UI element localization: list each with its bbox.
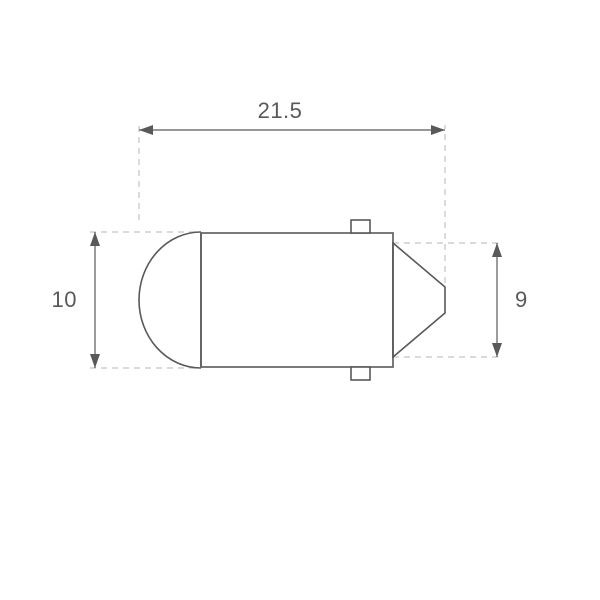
bulb-outline xyxy=(139,232,201,368)
dim-label-height-left: 10 xyxy=(52,287,77,312)
dim-label-width: 21.5 xyxy=(258,98,303,123)
pin-top xyxy=(351,220,370,233)
dimension-drawing: 21.5 10 9 xyxy=(0,0,600,600)
body-outline xyxy=(201,233,393,367)
tip-outline xyxy=(393,243,445,357)
pin-bottom xyxy=(351,367,370,380)
dim-label-height-right: 9 xyxy=(515,287,528,312)
